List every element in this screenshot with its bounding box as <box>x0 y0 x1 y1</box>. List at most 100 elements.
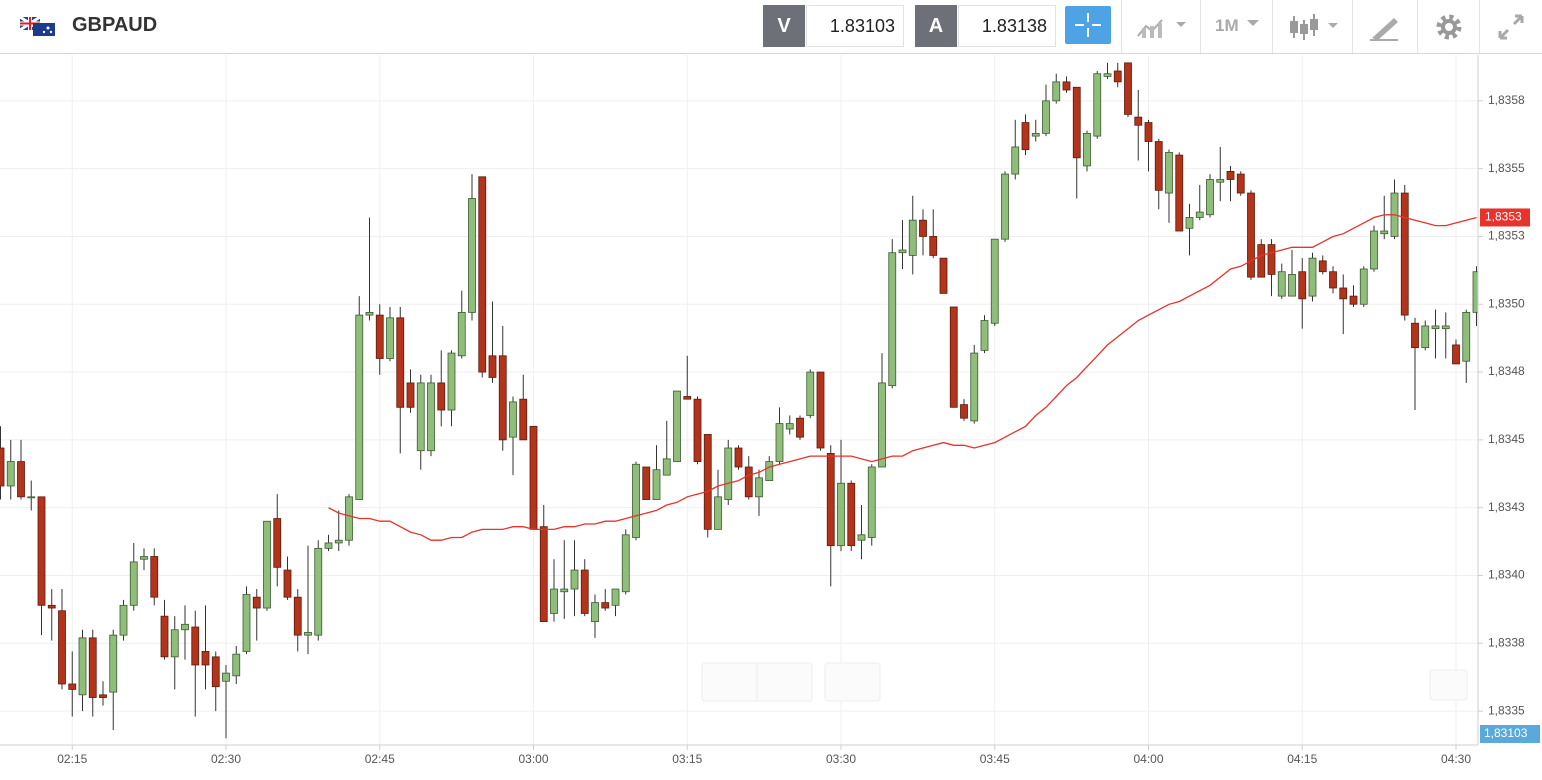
y-tick-label: 1,8353 <box>1488 229 1525 243</box>
candle-body <box>949 306 958 408</box>
moving-average-marker <box>1480 208 1530 227</box>
candle-body <box>27 496 36 499</box>
candle-body <box>970 352 979 422</box>
candle-body <box>1072 86 1081 159</box>
candle-body <box>1144 122 1153 142</box>
candle-body <box>0 447 5 487</box>
candle-body <box>1349 295 1358 305</box>
sell-price[interactable]: 1.83103 <box>806 5 904 47</box>
axis: 1,8335 1,8338 1,8340 1,8343 1,8345 1,8348 1,83… <box>0 55 1540 766</box>
candle-body <box>437 382 446 411</box>
candle-body <box>47 604 56 609</box>
x-tick-label: 03:15 <box>672 752 702 766</box>
candle-body <box>888 252 897 387</box>
candle-body <box>898 249 907 254</box>
candle-body <box>6 461 15 487</box>
candle-body <box>1093 73 1102 137</box>
candle-body <box>1165 151 1173 194</box>
candle-body <box>744 466 753 498</box>
candle-body <box>1226 170 1235 180</box>
candle-body <box>570 569 579 590</box>
moving-average-line <box>328 214 1477 541</box>
candle-body <box>406 382 415 408</box>
candle-body <box>457 311 466 357</box>
candle-body <box>140 556 148 560</box>
candle-body <box>1185 217 1194 229</box>
candle-body <box>1359 268 1368 305</box>
bid-label: 1,83103 <box>1484 726 1528 740</box>
draw-button[interactable] <box>1368 12 1402 42</box>
candle-body <box>509 401 517 438</box>
candle-body <box>58 610 66 685</box>
x-tick-label: 04:00 <box>1133 752 1163 766</box>
grid <box>0 55 1478 745</box>
x-tick-label: 03:30 <box>826 752 856 766</box>
scroll-button[interactable] <box>1429 669 1468 701</box>
candle-body <box>109 634 118 693</box>
candle-body <box>703 434 712 530</box>
candle-body <box>1175 154 1184 232</box>
flag-icon <box>20 17 55 36</box>
candle-body <box>785 423 794 430</box>
fullscreen-button[interactable] <box>1496 12 1526 42</box>
candle-body <box>683 396 692 400</box>
caret <box>1247 20 1259 26</box>
toolbar: GBPAUD V 1.83103 A 1.83138 1M <box>0 0 1542 54</box>
candle-body <box>355 314 364 500</box>
candle-type-button[interactable] <box>1288 12 1344 42</box>
candle-body <box>1462 311 1471 362</box>
candle-body <box>1472 271 1478 313</box>
candle-body <box>632 463 640 538</box>
candle-body <box>621 534 630 593</box>
candle-body <box>273 518 282 568</box>
candle-body <box>539 526 548 622</box>
timeframe-button[interactable]: 1M <box>1215 16 1239 35</box>
candle-body <box>365 311 374 316</box>
candle-body <box>1113 70 1122 83</box>
candle-body <box>1247 192 1255 278</box>
candle-body <box>724 447 733 500</box>
candle-body <box>960 404 968 419</box>
reset-button[interactable] <box>824 662 881 702</box>
candle-body <box>293 596 302 636</box>
candle-body <box>119 604 128 636</box>
buy-price-text: 1.83138 <box>981 16 1047 36</box>
candle-body <box>908 219 917 256</box>
sell-label[interactable]: V <box>763 5 805 47</box>
plot-area <box>0 62 1478 739</box>
x-tick-label: 02:30 <box>211 752 241 766</box>
candle-body <box>857 534 866 541</box>
buy-label[interactable]: A <box>915 5 957 47</box>
chart-type-button[interactable] <box>1136 14 1192 40</box>
candle-body <box>1288 274 1296 297</box>
y-tick-label: 1,8345 <box>1488 432 1525 446</box>
candle-body <box>939 257 948 294</box>
candle-body <box>1257 244 1266 278</box>
candle-body <box>99 694 107 698</box>
candle-body <box>232 653 241 677</box>
candle-body <box>765 461 774 481</box>
crosshair-button[interactable] <box>1065 6 1111 44</box>
buy-price[interactable]: 1.83138 <box>958 5 1056 47</box>
x-tick-label: 04:30 <box>1441 752 1471 766</box>
separator <box>1352 0 1353 53</box>
candle-body <box>919 219 927 237</box>
candle-body <box>1400 192 1409 316</box>
candle-body <box>775 423 784 462</box>
candle-body <box>78 637 87 696</box>
candle-body <box>1083 132 1091 167</box>
candle-body <box>283 569 292 598</box>
candle-body <box>170 629 179 658</box>
candle-body <box>1206 179 1214 216</box>
candle-body <box>304 632 312 636</box>
candle-body <box>129 561 138 606</box>
candle-body <box>242 594 251 652</box>
candle-body <box>1370 230 1378 270</box>
settings-button[interactable] <box>1434 12 1464 42</box>
candle-body <box>1277 271 1286 297</box>
candle-body <box>1452 344 1460 365</box>
candle-body <box>447 352 456 411</box>
x-tick-label: 03:00 <box>518 752 548 766</box>
candle-body <box>191 626 200 666</box>
